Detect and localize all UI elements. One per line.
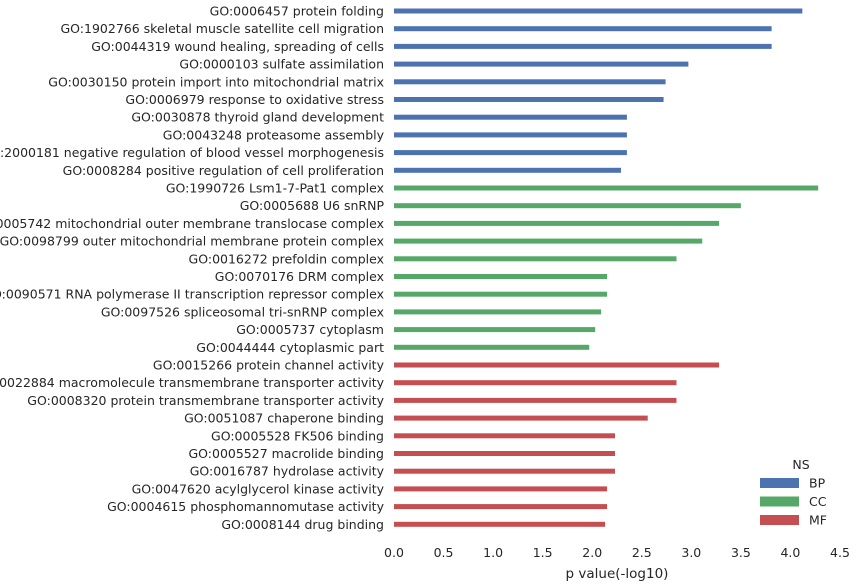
category-label: GO:0051087 chaperone binding — [184, 411, 384, 426]
x-tick-label: 2.5 — [632, 545, 652, 560]
category-label: GO:0090571 RNA polymerase II transcripti… — [0, 287, 384, 302]
legend: NS BP CC MF — [760, 457, 827, 528]
bar-bp — [394, 114, 627, 120]
x-tick-label: 4.5 — [830, 545, 850, 560]
bar-cc — [394, 274, 608, 279]
x-tick-label: 1.5 — [533, 545, 553, 560]
category-label: GO:2000181 negative regulation of blood … — [0, 145, 384, 160]
category-label: GO:0008320 protein transmembrane transpo… — [27, 393, 384, 408]
x-tick-label: 3.0 — [681, 545, 701, 560]
x-tick-label: 4.0 — [780, 545, 800, 560]
bar-bp — [394, 43, 772, 49]
legend-label-mf: MF — [809, 513, 827, 528]
bar-cc — [394, 344, 590, 350]
category-label: GO:1902766 skeletal muscle satellite cel… — [60, 21, 384, 36]
x-axis-title: p value(-log10) — [566, 566, 669, 582]
bar-mf — [394, 468, 616, 474]
category-labels: GO:0006457 protein folding GO:1902766 ske… — [0, 4, 385, 532]
category-label: GO:0006979 response to oxidative stress — [125, 92, 384, 107]
x-tick-label: 3.5 — [731, 545, 751, 560]
category-label: GO:0008284 positive regulation of cell p… — [63, 163, 384, 178]
category-label: GO:0006457 protein folding — [210, 4, 384, 19]
bar-cc — [394, 309, 602, 315]
bar-bp — [394, 97, 664, 102]
category-label: GO:0022884 macromolecule transmembrane t… — [0, 375, 385, 390]
x-tick-label: 0.5 — [434, 545, 454, 560]
bar-bp — [394, 150, 627, 156]
bar-mf — [394, 397, 677, 403]
category-label: GO:0005688 U6 snRNP — [240, 198, 385, 213]
bar-mf — [394, 451, 616, 456]
x-tick-label: 2.0 — [582, 545, 602, 560]
x-tick-label: 0.0 — [384, 545, 404, 560]
category-label: GO:0000103 sulfate assimilation — [179, 57, 384, 72]
bars-layer — [394, 8, 819, 527]
bar-mf — [394, 362, 720, 368]
category-label: GO:0005737 cytoplasm — [236, 322, 384, 337]
bar-bp — [394, 61, 689, 67]
category-label: GO:0044444 cytoplasmic part — [196, 340, 384, 355]
bar-mf — [394, 521, 606, 527]
category-label: GO:0005528 FK506 binding — [211, 428, 384, 443]
bar-bp — [394, 167, 621, 173]
category-label: GO:0030878 thyroid gland development — [131, 110, 384, 125]
legend-label-cc: CC — [809, 494, 827, 509]
bar-cc — [394, 238, 703, 244]
bar-cc — [394, 220, 720, 226]
bar-cc — [394, 256, 677, 262]
category-label: GO:0016272 prefoldin complex — [189, 251, 384, 266]
category-label: GO:0030150 protein import into mitochond… — [48, 74, 384, 89]
bar-cc — [394, 327, 596, 333]
category-label: GO:0097526 spliceosomal tri-snRNP comple… — [101, 304, 384, 319]
category-label: GO:0015266 protein channel activity — [153, 358, 385, 373]
bar-bp — [394, 8, 803, 14]
category-label: GO:0005527 macrolide binding — [188, 446, 384, 461]
legend-swatch-cc — [760, 496, 799, 507]
category-label: GO:0098799 outer mitochondrial membrane … — [0, 234, 384, 249]
legend-swatch-mf — [760, 515, 799, 525]
x-tick-label: 1.0 — [483, 545, 503, 560]
legend-swatch-bp — [760, 478, 799, 488]
category-label: GO:1990726 Lsm1-7-Pat1 complex — [166, 181, 384, 196]
bar-mf — [394, 433, 616, 439]
category-label: GO:0044319 wound healing, spreading of c… — [91, 39, 384, 54]
category-label: GO:0043248 proteasome assembly — [163, 127, 385, 142]
bar-cc — [394, 291, 608, 297]
category-label: GO:0016787 hydrolase activity — [190, 464, 385, 479]
x-axis-ticks: 0.0 0.5 1.0 1.5 2.0 2.5 3.0 3.5 4.0 4.5 — [384, 545, 850, 560]
legend-label-bp: BP — [809, 476, 826, 491]
bar-cc — [394, 203, 741, 209]
bar-cc — [394, 185, 819, 191]
category-label: GO:0047620 acylglycerol kinase activity — [132, 481, 385, 496]
category-label: GO:0008144 drug binding — [221, 517, 384, 532]
bar-bp — [394, 132, 627, 138]
legend-title: NS — [792, 457, 809, 472]
bar-bp — [394, 79, 666, 85]
bar-bp — [394, 26, 772, 32]
bar-mf — [394, 486, 608, 492]
bar-mf — [394, 504, 608, 510]
category-label: GO:0070176 DRM complex — [215, 269, 384, 284]
category-label: GO:0005742 mitochondrial outer membrane … — [0, 216, 384, 231]
bar-mf — [394, 415, 648, 421]
bar-mf — [394, 380, 677, 386]
category-label: GO:0004615 phosphomannomutase activity — [107, 499, 385, 514]
